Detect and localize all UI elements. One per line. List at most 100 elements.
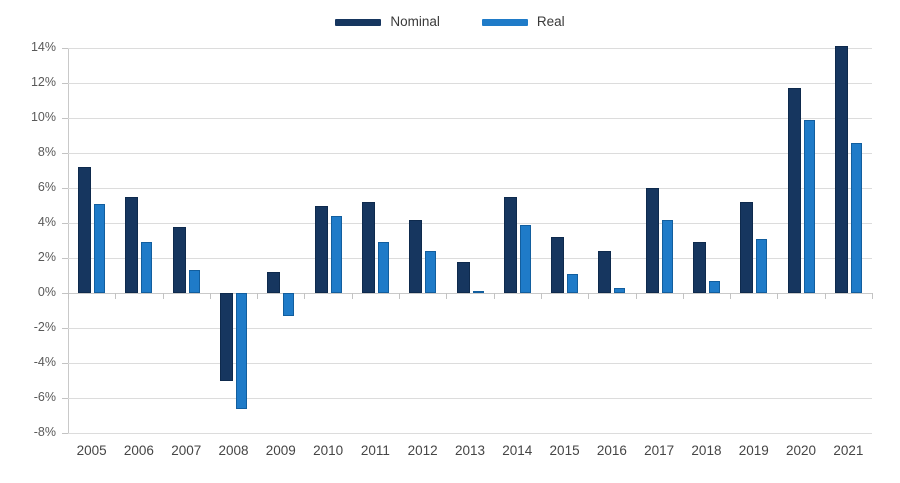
bar-nominal-2012	[409, 219, 423, 293]
y-axis-tick-icon	[62, 117, 68, 119]
y-axis-tick-icon	[62, 82, 68, 84]
bar-nominal-2009	[267, 272, 281, 293]
gridline-4	[68, 222, 872, 224]
x-axis-label-2010: 2010	[313, 443, 344, 458]
x-axis-label-2009: 2009	[265, 443, 296, 458]
x-axis-label-2017: 2017	[644, 443, 675, 458]
x-axis-tick-icon	[730, 293, 732, 299]
x-axis-label-2016: 2016	[596, 443, 627, 458]
y-axis-label--4: -4%	[33, 355, 56, 369]
bar-real-2011	[377, 242, 389, 293]
bar-real-2009	[283, 293, 295, 316]
y-axis-tick-icon	[62, 292, 68, 294]
bar-real-2015	[567, 273, 579, 293]
bar-nominal-2013	[456, 261, 470, 293]
x-axis-label-2011: 2011	[360, 443, 390, 458]
bar-real-2020	[803, 119, 815, 293]
gridline-0	[68, 292, 872, 294]
legend-item-nominal: Nominal	[335, 14, 440, 30]
bar-real-2012	[425, 251, 437, 293]
y-axis-label-6: 6%	[37, 180, 56, 194]
bar-nominal-2016	[598, 251, 612, 293]
bar-real-2019	[756, 238, 768, 293]
x-axis-tick-icon	[399, 293, 401, 299]
x-axis-label-2012: 2012	[407, 443, 438, 458]
legend-item-real: Real	[481, 14, 565, 30]
x-axis-label-2019: 2019	[738, 443, 769, 458]
gridline-6	[68, 187, 872, 189]
x-axis-label-2015: 2015	[549, 443, 580, 458]
y-axis-label-2: 2%	[37, 250, 56, 264]
gridline--6	[68, 397, 872, 399]
legend-swatch-nominal-icon	[335, 18, 382, 26]
bar-nominal-2005	[78, 167, 92, 293]
bar-real-2013	[472, 291, 484, 294]
bar-nominal-2006	[125, 196, 139, 293]
bar-nominal-2014	[503, 196, 517, 293]
bar-real-2007	[188, 270, 200, 293]
x-axis-tick-icon	[446, 293, 448, 299]
bar-nominal-2017	[645, 188, 659, 293]
x-axis-tick-icon	[209, 293, 211, 299]
bar-real-2014	[519, 224, 531, 293]
gridline-2	[68, 257, 872, 259]
bar-nominal-2021	[834, 46, 848, 293]
y-axis-label-10: 10%	[30, 110, 56, 124]
x-axis-tick-icon	[540, 293, 542, 299]
bar-nominal-2011	[361, 202, 375, 293]
x-axis-tick-icon	[304, 293, 306, 299]
legend-label-real: Real	[536, 14, 565, 29]
y-axis-label--2: -2%	[33, 320, 56, 334]
bar-real-2010	[330, 216, 342, 293]
bar-real-2017	[661, 219, 673, 293]
y-axis-label-8: 8%	[37, 145, 56, 159]
y-axis-line	[68, 48, 69, 434]
x-axis-label-2021: 2021	[833, 443, 864, 458]
y-axis-tick-icon	[62, 152, 68, 154]
y-axis-tick-icon	[62, 187, 68, 189]
x-axis-tick-icon	[351, 293, 353, 299]
x-axis-tick-icon	[777, 293, 779, 299]
bar-nominal-2008	[220, 293, 234, 381]
y-axis-tick-icon	[62, 47, 68, 49]
gridline--2	[68, 327, 872, 329]
bar-real-2008	[236, 293, 248, 409]
bar-real-2021	[850, 142, 862, 293]
x-axis-tick-icon	[257, 293, 259, 299]
gridline-14	[68, 47, 872, 49]
x-axis-tick-icon	[68, 293, 69, 299]
x-axis-label-2006: 2006	[123, 443, 154, 458]
x-axis-tick-icon	[872, 293, 873, 299]
y-axis-label-0: 0%	[37, 285, 56, 299]
gridline-8	[68, 152, 872, 154]
gridline-10	[68, 117, 872, 119]
x-axis-tick-icon	[493, 293, 495, 299]
bar-real-2005	[94, 203, 106, 293]
plot-area	[68, 46, 872, 434]
bar-nominal-2015	[551, 237, 565, 293]
bar-nominal-2020	[787, 88, 801, 293]
x-axis-tick-icon	[635, 293, 637, 299]
y-axis-tick-icon	[62, 397, 68, 399]
y-axis-label-12: 12%	[30, 75, 56, 89]
x-axis-tick-icon	[588, 293, 590, 299]
bar-nominal-2018	[692, 242, 706, 293]
bar-real-2016	[614, 287, 626, 293]
y-axis-label-14: 14%	[30, 40, 56, 54]
y-axis-label-4: 4%	[37, 215, 56, 229]
y-axis-tick-icon	[62, 432, 68, 434]
gridline--8	[68, 432, 872, 434]
x-axis-label-2018: 2018	[691, 443, 722, 458]
y-axis-label--8: -8%	[33, 425, 56, 439]
y-axis-tick-icon	[62, 222, 68, 224]
bar-nominal-2010	[314, 205, 328, 293]
bar-real-2006	[141, 242, 153, 293]
x-axis-label-2014: 2014	[502, 443, 533, 458]
x-axis-tick-icon	[162, 293, 164, 299]
legend-swatch-real-icon	[481, 18, 528, 26]
gridline-12	[68, 82, 872, 84]
y-axis-tick-icon	[62, 257, 68, 259]
chart-legend: Nominal Real	[0, 13, 900, 31]
x-axis-label-2020: 2020	[786, 443, 817, 458]
